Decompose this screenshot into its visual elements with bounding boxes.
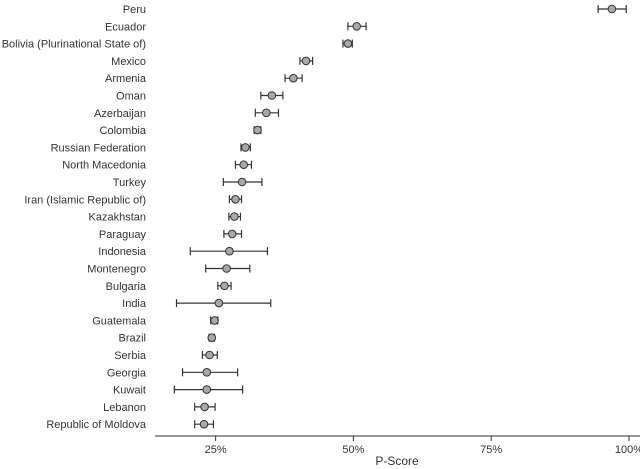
data-point bbox=[267, 91, 277, 100]
x-tick-label: 75% bbox=[480, 444, 502, 456]
data-point bbox=[210, 316, 219, 325]
data-row: Oman bbox=[116, 91, 284, 103]
data-row: Ecuador bbox=[105, 21, 367, 33]
category-label: Oman bbox=[116, 91, 146, 103]
category-label: North Macedonia bbox=[62, 160, 147, 172]
category-label: Lebanon bbox=[103, 402, 146, 414]
data-point bbox=[205, 350, 214, 360]
data-row: North Macedonia bbox=[62, 160, 253, 172]
data-row: Georgia bbox=[107, 367, 239, 379]
data-row: Bulgaria bbox=[106, 281, 232, 293]
category-label: Georgia bbox=[107, 367, 147, 379]
data-row: Bolivia (Plurinational State of) bbox=[2, 39, 353, 51]
category-label: Republic of Moldova bbox=[46, 419, 147, 431]
data-point bbox=[207, 333, 217, 343]
data-point bbox=[262, 108, 271, 118]
data-row: Iran (Islamic Republic of) bbox=[24, 194, 243, 206]
category-label: Paraguay bbox=[99, 229, 147, 241]
data-row: Armenia bbox=[105, 73, 303, 85]
category-label: Montenegro bbox=[87, 264, 146, 276]
category-label: Colombia bbox=[100, 125, 147, 137]
data-row: Turkey bbox=[113, 177, 263, 189]
category-label: Ecuador bbox=[105, 21, 146, 33]
data-point bbox=[241, 143, 250, 152]
category-label: Indonesia bbox=[98, 246, 147, 258]
data-row: Mexico bbox=[111, 56, 314, 68]
category-label: Brazil bbox=[118, 333, 146, 345]
data-point bbox=[200, 402, 209, 412]
data-row: Republic of Moldova bbox=[46, 419, 215, 431]
data-point bbox=[352, 22, 362, 31]
data-point bbox=[343, 39, 353, 48]
data-row: Guatemala bbox=[92, 315, 219, 327]
category-label: Kuwait bbox=[113, 385, 146, 397]
x-tick-label: 50% bbox=[342, 444, 364, 456]
data-row: Lebanon bbox=[103, 402, 216, 414]
data-row: Montenegro bbox=[87, 264, 251, 276]
category-label: Azerbaijan bbox=[94, 108, 146, 120]
data-row: Peru bbox=[123, 4, 627, 16]
data-row: Russian Federation bbox=[51, 142, 251, 154]
data-point bbox=[301, 56, 311, 66]
data-point bbox=[230, 212, 239, 221]
x-axis: 25% 50% 75% 100% bbox=[155, 435, 640, 456]
data-row: Brazil bbox=[118, 333, 217, 345]
x-axis-title: P-Score bbox=[375, 454, 419, 468]
data-point bbox=[607, 4, 617, 14]
category-label: Armenia bbox=[105, 73, 147, 85]
data-row: Colombia bbox=[100, 125, 262, 137]
category-label: Guatemala bbox=[92, 315, 147, 327]
data-row: Serbia bbox=[114, 350, 218, 362]
category-label: Peru bbox=[123, 4, 146, 16]
x-tick-label: 100% bbox=[615, 444, 640, 456]
category-label: Turkey bbox=[113, 177, 147, 189]
category-label: Russian Federation bbox=[51, 142, 146, 154]
data-point bbox=[199, 419, 209, 429]
category-label: Bolivia (Plurinational State of) bbox=[2, 39, 146, 51]
data-point bbox=[222, 264, 231, 273]
data-row: Kuwait bbox=[113, 385, 244, 397]
data-point bbox=[202, 385, 212, 394]
data-point bbox=[253, 125, 262, 135]
category-label: Bulgaria bbox=[106, 281, 147, 293]
category-label: Mexico bbox=[111, 56, 146, 68]
category-label: India bbox=[122, 298, 147, 310]
data-point bbox=[227, 229, 237, 239]
data-point bbox=[237, 177, 247, 187]
data-row: India bbox=[122, 298, 272, 310]
data-row: Kazakhstan bbox=[89, 212, 242, 224]
data-row: Indonesia bbox=[98, 246, 269, 258]
category-label: Serbia bbox=[114, 350, 147, 362]
x-tick-label: 25% bbox=[205, 444, 227, 456]
data-point bbox=[231, 195, 240, 204]
data-point bbox=[289, 73, 298, 83]
data-point bbox=[225, 246, 234, 256]
data-point bbox=[202, 368, 212, 377]
chart-rows: Peru Ecuador Bolivia (Plurinational State … bbox=[2, 4, 627, 431]
category-label: Kazakhstan bbox=[89, 212, 146, 224]
data-point bbox=[239, 160, 249, 169]
data-row: Paraguay bbox=[99, 229, 243, 241]
data-point bbox=[214, 298, 224, 308]
data-point bbox=[220, 281, 229, 291]
category-label: Iran (Islamic Republic of) bbox=[24, 194, 146, 206]
data-row: Azerbaijan bbox=[94, 108, 280, 120]
x-ticks: 25% 50% 75% 100% bbox=[205, 436, 640, 456]
